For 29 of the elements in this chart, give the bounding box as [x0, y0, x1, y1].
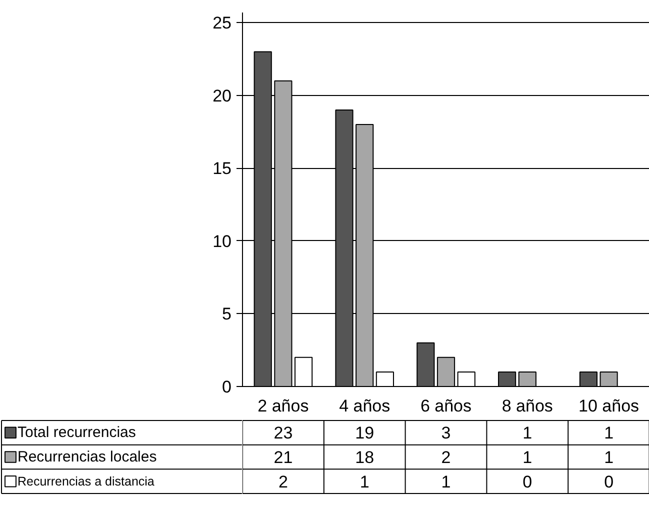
data-label: 23: [274, 424, 293, 443]
data-label: 2: [278, 472, 288, 492]
x-tick-label: 2 años: [258, 396, 309, 416]
data-label: 1: [604, 448, 614, 467]
data-label: 0: [522, 472, 532, 492]
x-tick-label: 10 años: [578, 396, 640, 416]
x-tick-label: 4 años: [339, 396, 390, 416]
x-tick-label: 6 años: [420, 396, 472, 416]
data-label: 1: [441, 472, 451, 492]
y-tick-label: 15: [212, 159, 232, 178]
y-tick-label: 5: [222, 304, 232, 324]
y-tick-label: 25: [212, 14, 232, 33]
legend-label: Total recurrencias: [18, 424, 136, 442]
data-label: 19: [355, 424, 374, 443]
data-label: 21: [274, 448, 293, 467]
y-tick-label: 0: [222, 378, 232, 396]
data-label: 2: [441, 448, 451, 467]
data-label: 0: [604, 472, 614, 492]
x-tick-label: 8 años: [502, 396, 553, 416]
data-label: 18: [355, 448, 374, 467]
data-label: 1: [360, 472, 370, 492]
data-label: 3: [441, 424, 451, 443]
legend-label: Recurrencias a distancia: [18, 474, 154, 488]
data-label: 1: [522, 448, 532, 467]
y-tick-label: 10: [212, 232, 232, 251]
legend-label: Recurrencias locales: [18, 448, 157, 466]
data-label: 1: [604, 424, 614, 443]
data-label: 1: [522, 424, 532, 443]
y-tick-label: 20: [212, 86, 232, 106]
